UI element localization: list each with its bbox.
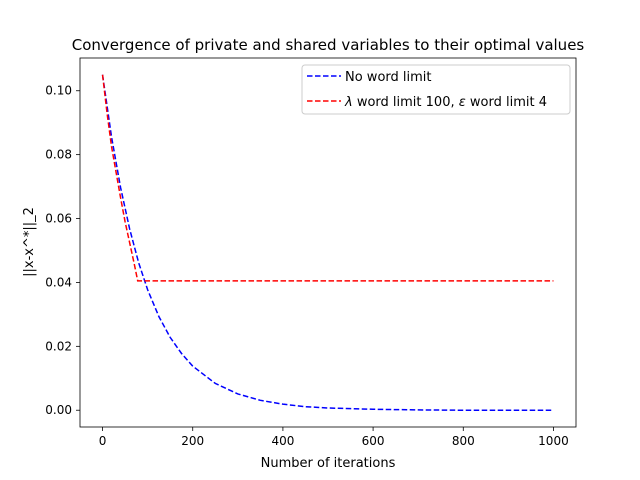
legend-mid-text: word limit 100,: [353, 95, 459, 110]
x-tick-label: 200: [181, 434, 204, 448]
legend-label-word-limit: λ word limit 100, ε word limit 4: [344, 95, 547, 110]
x-tick-label: 800: [452, 434, 475, 448]
x-axis-label: Number of iterations: [261, 456, 396, 471]
legend-suffix-text: word limit 4: [466, 95, 547, 110]
x-tick-label: 400: [271, 434, 294, 448]
x-tick-label: 600: [362, 434, 385, 448]
y-axis-label: ||x-x^*||_2: [22, 207, 37, 277]
series-line-word-limit: [101, 74, 554, 282]
x-tick-label: 0: [99, 434, 107, 448]
x-axis-ticks: 0 200 400 600 800 1000: [99, 427, 569, 448]
plot-area: [79, 57, 577, 428]
axes-frame: [79, 57, 577, 428]
legend-lambda-symbol: λ: [344, 95, 353, 110]
y-tick-label: 0.04: [45, 275, 72, 289]
chart-title: Convergence of private and shared variab…: [72, 36, 585, 54]
y-tick-label: 0.00: [45, 403, 72, 417]
y-tick-label: 0.06: [45, 212, 72, 226]
series-line-no-word-limit: [101, 74, 554, 411]
y-tick-label: 0.08: [45, 148, 72, 162]
legend-epsilon-symbol: ε: [459, 95, 466, 110]
legend-box: [301, 64, 571, 115]
y-tick-label: 0.10: [45, 84, 72, 98]
x-tick-label: 1000: [538, 434, 569, 448]
y-axis-ticks: 0.00 0.02 0.04 0.06 0.08 0.10: [45, 84, 80, 417]
series-layer: [101, 74, 554, 411]
y-tick-label: 0.02: [45, 339, 72, 353]
legend: No word limit λ word limit 100, ε word l…: [301, 64, 571, 115]
legend-label-no-word-limit: No word limit: [345, 70, 432, 85]
